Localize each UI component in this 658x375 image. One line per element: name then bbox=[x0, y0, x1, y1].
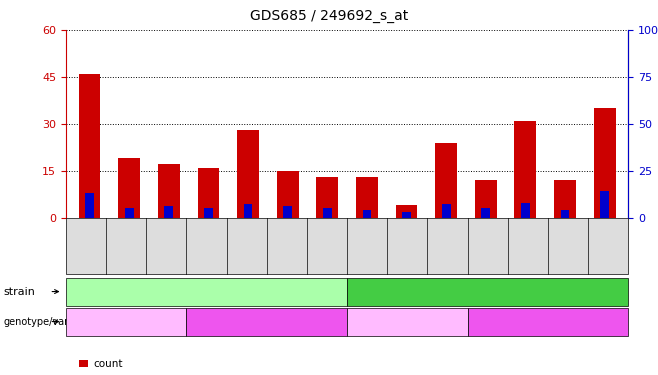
Text: constitutive YODA: constitutive YODA bbox=[498, 316, 598, 327]
Bar bbox=[395, 205, 417, 218]
Bar bbox=[442, 204, 451, 218]
Bar bbox=[515, 121, 536, 218]
Text: Ler ecotype: Ler ecotype bbox=[455, 286, 520, 297]
Bar bbox=[554, 180, 576, 218]
Bar bbox=[363, 210, 371, 218]
Bar bbox=[402, 212, 411, 217]
Text: C24 ecotype: C24 ecotype bbox=[171, 286, 241, 297]
Bar bbox=[277, 171, 299, 217]
Bar bbox=[243, 204, 253, 218]
Bar bbox=[435, 142, 457, 218]
Bar bbox=[561, 210, 569, 218]
Bar bbox=[323, 208, 332, 218]
Text: strain: strain bbox=[3, 286, 35, 297]
Text: wild type: wild type bbox=[382, 316, 433, 327]
Bar bbox=[316, 177, 338, 218]
Bar bbox=[237, 130, 259, 218]
Bar bbox=[79, 74, 101, 217]
Bar bbox=[284, 206, 292, 218]
Bar bbox=[118, 158, 140, 218]
Text: GDS685 / 249692_s_at: GDS685 / 249692_s_at bbox=[250, 9, 408, 23]
Bar bbox=[482, 208, 490, 218]
Bar bbox=[164, 206, 173, 218]
Text: genotype/variation: genotype/variation bbox=[3, 316, 96, 327]
Bar bbox=[158, 164, 180, 218]
Bar bbox=[521, 202, 530, 217]
Text: wild type: wild type bbox=[101, 316, 151, 327]
Bar bbox=[197, 168, 219, 217]
Bar bbox=[594, 108, 615, 218]
Bar bbox=[204, 208, 213, 218]
Bar bbox=[86, 193, 94, 217]
Text: inactive YODA: inactive YODA bbox=[228, 316, 306, 327]
Bar bbox=[125, 208, 134, 218]
Bar bbox=[356, 177, 378, 218]
Text: count: count bbox=[93, 359, 123, 369]
Bar bbox=[600, 191, 609, 217]
Bar bbox=[475, 180, 497, 218]
